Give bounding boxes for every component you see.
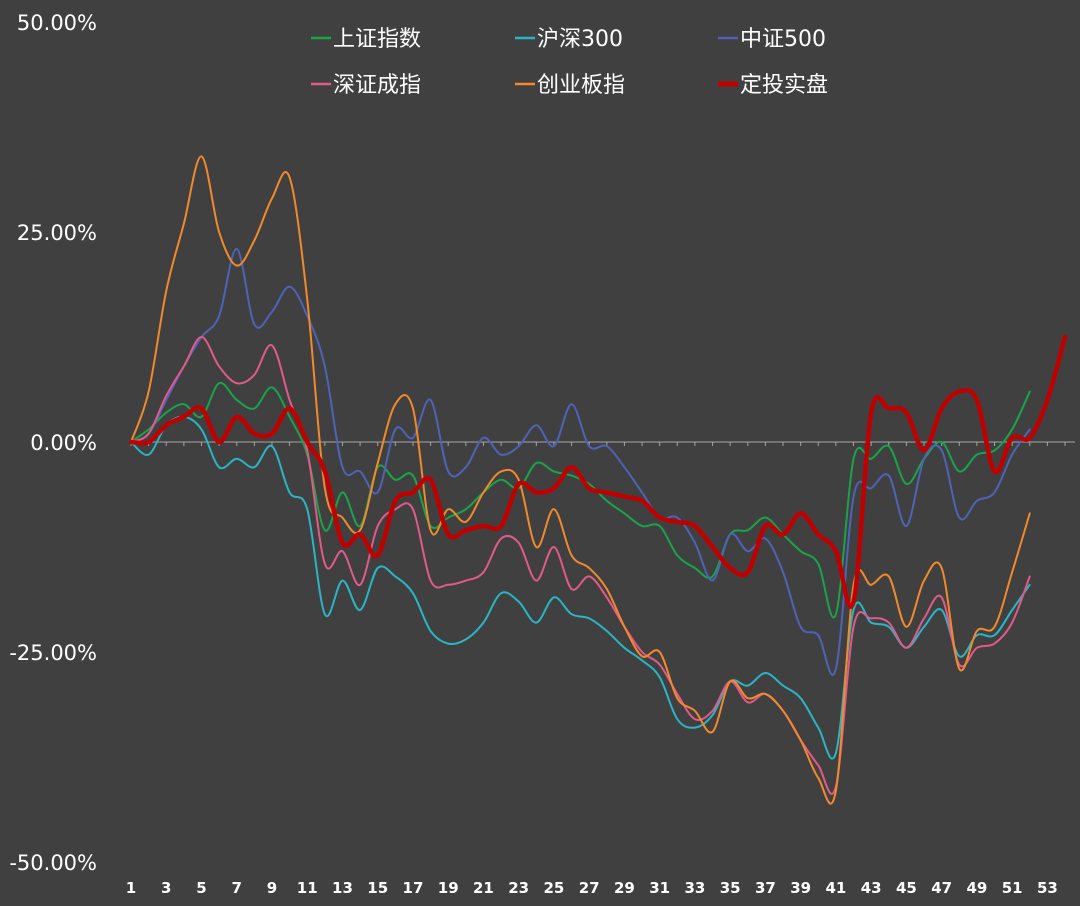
legend-label: 上证指数 [333,27,421,52]
y-tick-label: -50.00% [9,851,97,875]
x-tick-label: 1 [126,879,136,897]
x-tick-label: 43 [861,879,882,897]
series-group [128,155,1068,805]
y-axis: 50.00% 25.00% 0.00% -25.00% -50.00% [9,11,97,875]
legend-label: 深证成指 [333,73,421,98]
x-tick-label: 51 [1002,879,1023,897]
x-tick-label: 35 [720,879,741,897]
x-tick-label: 45 [896,879,917,897]
series-line-5 [130,155,1031,805]
series-line-3 [130,247,1031,676]
x-tick-label: 17 [403,879,424,897]
y-tick-label: 50.00% [17,11,97,35]
series-line-2 [130,415,1031,760]
x-tick-label: 21 [473,879,494,897]
legend-label: 中证500 [740,27,826,52]
x-tick-label: 11 [297,879,318,897]
y-tick-label: -25.00% [9,641,97,665]
legend: 上证指数 沪深300 中证500 深证成指 创业板指 定投实盘 [311,27,828,98]
legend-label: 定投实盘 [740,73,828,98]
x-tick-label: 15 [367,879,388,897]
x-tick-label: 5 [196,879,206,897]
legend-label: 创业板指 [537,73,625,98]
x-tick-label: 25 [544,879,565,897]
x-tick-label: 31 [649,879,670,897]
x-tick-label: 39 [790,879,811,897]
x-tick-label: 49 [966,879,987,897]
x-tick-label: 41 [825,879,846,897]
legend-label: 沪深300 [537,27,623,52]
x-tick-label: 23 [508,879,529,897]
x-tick-label: 9 [267,879,277,897]
x-tick-label: 3 [161,879,171,897]
series-line-1 [130,381,1031,619]
series-line-6 [128,334,1068,609]
y-tick-label: 25.00% [17,221,97,245]
x-tick-label: 33 [684,879,705,897]
x-tick-label: 7 [232,879,242,897]
x-tick-label: 47 [931,879,952,897]
x-tick-label: 53 [1037,879,1058,897]
x-tick-label: 37 [755,879,776,897]
x-tick-label: 29 [614,879,635,897]
x-axis: 1 3 5 7 9 11 13 15 17 19 21 23 25 27 29 31 33 35 37 39 41 43 4… [126,879,1058,897]
x-tick-label: 13 [332,879,353,897]
y-tick-label: 0.00% [30,431,97,455]
x-tick-label: 27 [579,879,600,897]
x-tick-label: 19 [438,879,459,897]
series-line-4 [130,336,1031,795]
